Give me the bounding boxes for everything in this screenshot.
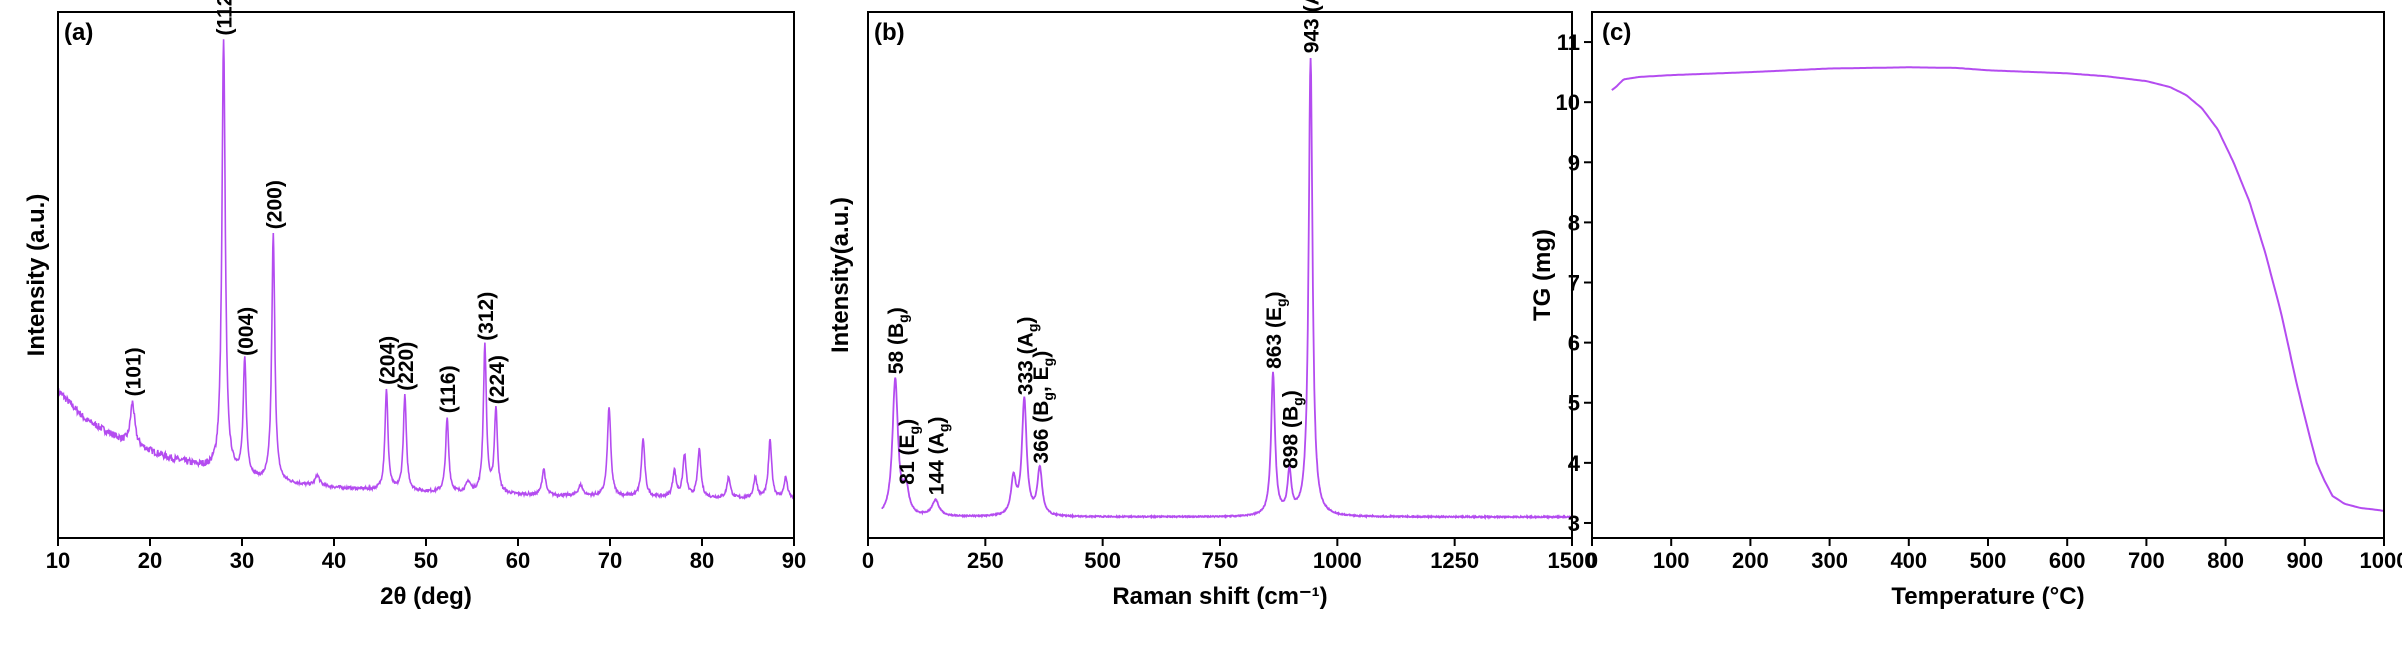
raman-peak-label: 898 (Bg) bbox=[1280, 390, 1306, 469]
panel-c-x-tick-label: 700 bbox=[2128, 548, 2165, 573]
xrd-peak-label: (116) bbox=[437, 365, 460, 413]
panel-a-x-tick-label: 70 bbox=[598, 548, 622, 573]
panel-c-y-tick-label: 4 bbox=[1568, 451, 1581, 476]
panel-c-x-ticks: 0 100 200 300 400 500 600 700 800 900 1000 bbox=[1586, 538, 2402, 573]
raman-peak-label: 366 (Bg, Eg) bbox=[1030, 351, 1056, 464]
panel-a-x-tick-label: 80 bbox=[690, 548, 714, 573]
raman-peak-label: 333 (Ag) bbox=[1014, 317, 1040, 396]
tg-curve-line bbox=[1611, 66, 2384, 512]
xrd-peak-label: (312) bbox=[475, 292, 498, 341]
xrd-peak-label: (112) bbox=[214, 0, 237, 36]
panel-b-frame bbox=[867, 11, 1573, 539]
panel-a: 10 20 30 40 50 60 70 80 90 (101)(112)(004)(200)(… bbox=[23, 0, 806, 610]
panel-c-x-axis-label: Temperature (°C) bbox=[1891, 583, 2084, 610]
panel-b-x-tick-label: 0 bbox=[862, 548, 874, 573]
panel-c-y-tick-label: 5 bbox=[1568, 391, 1580, 416]
panel-c-x-tick-label: 500 bbox=[1970, 548, 2007, 573]
panel-c-x-tick-label: 100 bbox=[1653, 548, 1690, 573]
panel-c-y-tick-label: 7 bbox=[1568, 271, 1580, 296]
panel-c-x-tick-label: 800 bbox=[2207, 548, 2244, 573]
panel-b-label: (b) bbox=[874, 19, 905, 46]
panel-a-label: (a) bbox=[64, 19, 93, 46]
panel-a-x-tick-label: 60 bbox=[506, 548, 530, 573]
panel-b-x-tick-label: 1500 bbox=[1548, 548, 1597, 573]
xrd-peak-label: (224) bbox=[486, 355, 509, 404]
xrd-peak-label: (220) bbox=[395, 342, 418, 391]
panel-c-x-tick-label: 0 bbox=[1586, 548, 1598, 573]
panel-a-x-tick-label: 90 bbox=[782, 548, 806, 573]
panel-c-label: (c) bbox=[1602, 19, 1631, 46]
panel-b-y-axis-label: Intensity(a.u.) bbox=[827, 197, 854, 353]
panel-c-x-tick-label: 600 bbox=[2049, 548, 2086, 573]
panel-c-y-tick-label: 9 bbox=[1568, 150, 1580, 175]
panel-a-x-ticks: 10 20 30 40 50 60 70 80 90 bbox=[46, 538, 806, 573]
panel-c-x-tick-label: 200 bbox=[1732, 548, 1769, 573]
xrd-peak-label: (101) bbox=[123, 347, 146, 396]
panel-c-y-tick-label: 6 bbox=[1568, 331, 1580, 356]
panel-a-x-tick-label: 20 bbox=[138, 548, 162, 573]
panel-b-x-tick-label: 1250 bbox=[1430, 548, 1479, 573]
panel-b-x-tick-label: 1000 bbox=[1313, 548, 1362, 573]
panel-c-x-tick-label: 400 bbox=[1890, 548, 1927, 573]
panel-b-x-tick-label: 500 bbox=[1084, 548, 1121, 573]
panel-c-y-axis-label: TG (mg) bbox=[1529, 229, 1556, 321]
panel-b-x-axis-label: Raman shift (cm⁻¹) bbox=[1112, 583, 1327, 610]
panel-a-x-tick-label: 10 bbox=[46, 548, 70, 573]
panel-a-x-tick-label: 50 bbox=[414, 548, 438, 573]
panel-c-y-tick-label: 3 bbox=[1568, 511, 1580, 536]
panel-a-peak-labels: (101) (112) (004) (200) (204)(220) (116) (312)… bbox=[123, 0, 509, 413]
panel-c: 0 100 200 300 400 500 600 700 800 900 1000 3 4 5 6 7 8 9… bbox=[1529, 11, 2402, 610]
panel-c-x-tick-label: 300 bbox=[1811, 548, 1848, 573]
panel-b: 0 250 500 750 1000 1250 1500 58 (Bg)81 (Eg)144… bbox=[827, 0, 1596, 610]
xrd-peak-label: (004) bbox=[235, 307, 258, 356]
panel-c-y-ticks: 3 4 5 6 7 8 9 10 11 bbox=[1556, 30, 1592, 536]
panel-a-x-tick-label: 40 bbox=[322, 548, 346, 573]
raman-peak-label: 81 (Eg) bbox=[896, 419, 922, 485]
panel-b-peak-labels: 58 (Bg) 81 (Eg)144 (Ag) 333 (Ag)366 (Bg, E… bbox=[885, 0, 1327, 496]
panel-b-x-ticks: 0 250 500 750 1000 1250 1500 bbox=[862, 538, 1597, 573]
panel-a-y-axis-label: Intensity (a.u.) bbox=[23, 194, 50, 357]
panel-c-x-tick-label: 900 bbox=[2286, 548, 2323, 573]
raman-peak-label: 58 (Bg) bbox=[885, 307, 911, 374]
panel-a-x-tick-label: 30 bbox=[230, 548, 254, 573]
panel-b-x-tick-label: 250 bbox=[967, 548, 1004, 573]
panel-c-y-tick-label: 8 bbox=[1568, 210, 1580, 235]
panel-a-x-axis-label: 2θ (deg) bbox=[380, 583, 472, 610]
panel-c-y-tick-label: 10 bbox=[1556, 90, 1580, 115]
raman-peak-label: 943 (Ag) bbox=[1301, 0, 1327, 53]
panel-b-x-tick-label: 750 bbox=[1202, 548, 1239, 573]
raman-peak-label: 863 (Eg) bbox=[1263, 291, 1289, 368]
panel-c-y-tick-label: 11 bbox=[1557, 30, 1580, 55]
raman-peak-label: 144 (Ag) bbox=[926, 417, 952, 496]
panel-c-frame bbox=[1591, 11, 2385, 539]
xrd-pattern-line bbox=[57, 39, 795, 501]
xrd-peak-label: (200) bbox=[263, 180, 286, 229]
raman-spectrum-line bbox=[881, 57, 1573, 521]
xrd-peak-label: (204) bbox=[376, 336, 399, 385]
panel-c-x-tick-label: 1000 bbox=[2360, 548, 2402, 573]
